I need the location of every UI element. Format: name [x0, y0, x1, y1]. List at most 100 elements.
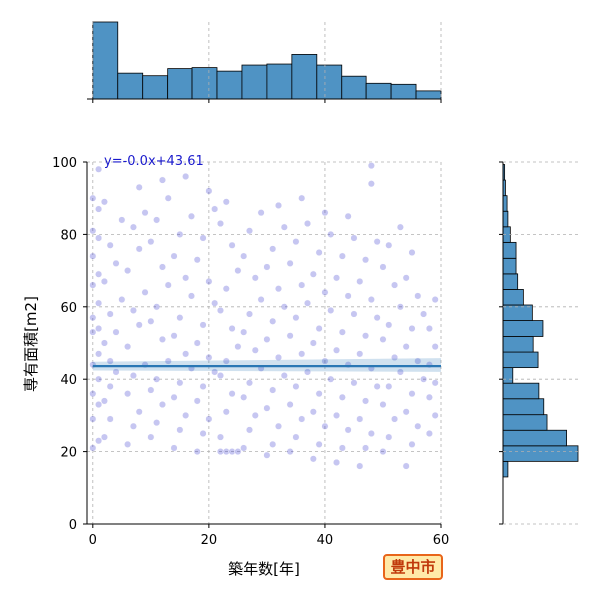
x-tick-label: 40 — [317, 533, 334, 548]
y-axis-title: 専有面積[m2] — [22, 296, 40, 392]
scatter-point — [240, 328, 248, 336]
scatter-point — [408, 324, 416, 333]
scatter-point — [124, 267, 132, 275]
y-hist-bar — [502, 304, 533, 321]
scatter-point — [362, 332, 370, 340]
scatter-point — [158, 263, 166, 271]
scatter-point — [245, 426, 254, 434]
scatter-point — [118, 296, 126, 304]
scatter-point — [164, 357, 172, 365]
scatter-point — [391, 281, 399, 289]
y-tick-label: 60 — [60, 301, 77, 316]
x-tick-label: 0 — [89, 533, 97, 548]
scatter-point — [274, 422, 283, 430]
scatter-point — [95, 165, 103, 173]
scatter-point — [274, 201, 283, 209]
scatter-point — [402, 408, 410, 416]
scatter-point — [240, 252, 248, 260]
scatter-point — [338, 328, 346, 336]
scatter-point — [379, 448, 387, 456]
scatter-point — [222, 285, 230, 293]
scatter-point — [408, 248, 416, 257]
scatter-point — [211, 205, 219, 213]
main-grid — [87, 161, 442, 525]
scatter-point — [176, 426, 184, 434]
scatter-point — [315, 324, 323, 333]
y-hist-bar — [502, 445, 579, 462]
scatter-point — [420, 310, 428, 318]
scatter-point — [106, 241, 114, 249]
x-tick-label: 60 — [433, 533, 450, 548]
scatter-point — [391, 353, 399, 362]
scatter-point — [147, 433, 155, 441]
scatter-point — [385, 433, 393, 441]
scatter-point — [216, 448, 225, 456]
scatter-point — [396, 223, 404, 231]
scatter-point — [280, 223, 288, 231]
y-hist-bar — [502, 351, 539, 369]
scatter-point — [298, 350, 306, 358]
scatter-point — [367, 429, 375, 438]
regression-equation: y=-0.0x+43.61 — [104, 154, 204, 169]
x-hist-bar — [341, 75, 367, 100]
scatter-point — [373, 314, 381, 322]
y-tick-label: 20 — [60, 446, 77, 461]
scatter-point — [240, 444, 248, 452]
scatter-point — [95, 375, 103, 383]
scatter-point — [402, 343, 410, 351]
scatter-point — [170, 393, 178, 401]
scatter-point — [106, 415, 114, 423]
scatter-point — [338, 393, 346, 401]
scatter-point — [211, 368, 219, 376]
scatter-point — [228, 324, 236, 333]
scatter-point — [350, 379, 358, 387]
scatter-point — [158, 335, 166, 343]
scatter-point — [263, 263, 271, 271]
scatter-point — [100, 198, 108, 206]
x-hist-bar — [266, 63, 293, 100]
scatter-point — [431, 296, 439, 304]
scatter-point — [153, 216, 161, 224]
scatter-point — [431, 379, 439, 387]
scatter-point — [309, 339, 317, 347]
scatter-point — [95, 324, 103, 333]
scatter-point — [332, 458, 341, 467]
scatter-point — [269, 245, 277, 253]
scatter-point — [193, 397, 201, 405]
x-hist-bar — [117, 72, 144, 100]
scatter-point — [222, 198, 230, 206]
scatter-point — [112, 368, 120, 376]
scatter-point — [292, 314, 300, 322]
scatter-point — [350, 310, 358, 318]
x-hist-bar — [415, 90, 442, 100]
scatter-point — [344, 426, 352, 434]
scatter-point — [147, 238, 155, 246]
y-hist-bar — [502, 210, 509, 228]
scatter-point — [431, 343, 439, 351]
scatter-point — [379, 335, 387, 343]
scatter-point — [303, 219, 312, 228]
scatter-point — [147, 317, 155, 325]
scatter-point — [216, 306, 225, 314]
scatter-point — [141, 209, 149, 217]
regression-line — [92, 358, 441, 372]
scatter-point — [228, 241, 236, 249]
scatter-point — [153, 303, 161, 311]
scatter-point — [182, 172, 190, 181]
scatter-point — [205, 277, 213, 286]
scatter-point — [228, 390, 236, 398]
scatter-point — [257, 209, 265, 217]
scatter-point — [251, 346, 259, 354]
y-hist-bar — [502, 320, 544, 337]
y-hist-bar — [502, 460, 509, 478]
y-hist-bar — [502, 367, 514, 384]
scatter-point — [280, 303, 288, 311]
scatter-point — [170, 444, 178, 452]
scatter-point — [315, 248, 323, 257]
y-hist-bar — [502, 398, 545, 416]
scatter-point — [112, 328, 120, 336]
scatter-point — [158, 176, 166, 184]
x-hist-bar — [316, 64, 343, 100]
scatter-point — [408, 440, 416, 448]
